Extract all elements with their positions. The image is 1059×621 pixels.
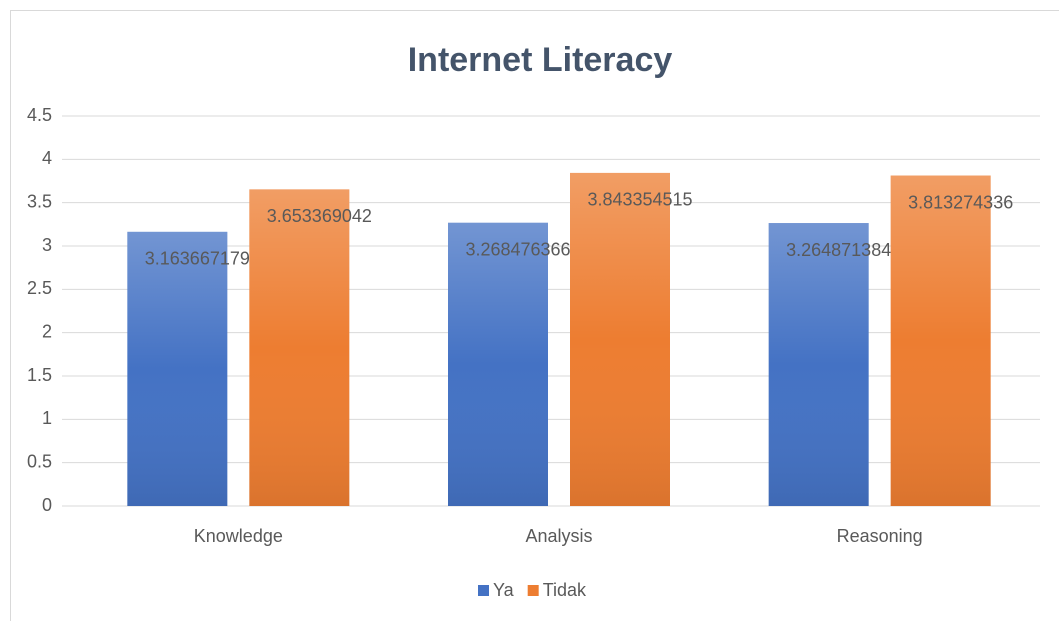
y-tick-label: 1.5 (27, 365, 52, 385)
legend-label: Tidak (543, 580, 587, 600)
data-label: 3.813274336 (908, 192, 1013, 212)
y-tick-label: 4 (42, 148, 52, 168)
x-tick-label: Analysis (525, 526, 592, 546)
data-label: 3.653369042 (267, 206, 372, 226)
x-tick-label: Reasoning (837, 526, 923, 546)
y-tick-label: 1 (42, 408, 52, 428)
bar (768, 223, 869, 506)
data-label: 3.264871384 (786, 240, 891, 260)
data-label: 3.163667179 (145, 249, 250, 269)
x-tick-label: Knowledge (194, 526, 283, 546)
y-tick-label: 4.5 (27, 105, 52, 125)
y-tick-label: 0 (42, 495, 52, 515)
bar (890, 175, 991, 506)
data-label: 3.268476366 (465, 239, 570, 259)
y-tick-label: 3 (42, 235, 52, 255)
y-tick-label: 3.5 (27, 191, 52, 211)
y-tick-label: 0.5 (27, 451, 52, 471)
y-tick-label: 2 (42, 321, 52, 341)
data-label: 3.843354515 (587, 190, 692, 210)
bar (570, 172, 670, 506)
y-tick-label: 2.5 (27, 278, 52, 298)
legend-swatch (527, 585, 539, 596)
bar (249, 189, 350, 506)
chart-title: Internet Literacy (408, 41, 673, 79)
legend-label: Ya (493, 580, 515, 600)
bar (448, 222, 548, 506)
bar (127, 231, 228, 507)
legend-swatch (478, 585, 489, 596)
